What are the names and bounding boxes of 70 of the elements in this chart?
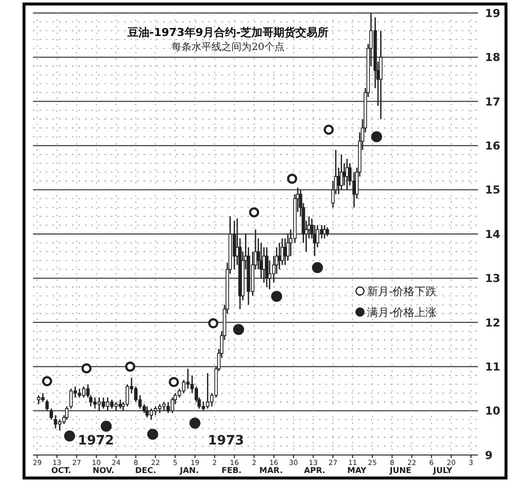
candlestick (286, 233, 290, 262)
point (42, 376, 52, 386)
y-tick-label: 10 (485, 404, 501, 418)
candlestick (58, 418, 62, 432)
text: 豆油-1973年9月合约-芝加哥期货交易所 (126, 26, 329, 39)
candlestick (150, 408, 153, 420)
candlestick (278, 242, 282, 270)
point (208, 318, 218, 328)
y-tick-label: 15 (485, 184, 500, 197)
point (233, 324, 244, 335)
x2-tick-label: MAY (347, 466, 367, 475)
candlestick (232, 220, 236, 270)
annotation: 1972 (78, 434, 114, 449)
point (81, 363, 92, 374)
x2-tick-label: JAN. (178, 466, 199, 475)
point (147, 428, 158, 440)
y-tick-label: 19 (485, 6, 500, 20)
y-tick-label: 14 (485, 228, 501, 241)
candlestick (280, 238, 284, 266)
x2-tick-label: JULY (432, 466, 453, 475)
point (312, 262, 323, 274)
annotation: 1973 (208, 434, 244, 449)
point (189, 418, 200, 429)
x2-tick-label: MAR. (259, 466, 283, 475)
y-tick-label: 13 (485, 272, 500, 286)
point (248, 207, 260, 218)
x2-tick-label: NOV. (92, 466, 114, 475)
candlestick (97, 396, 101, 412)
candlestick (65, 406, 68, 420)
point (168, 376, 179, 388)
candlestick (93, 396, 97, 410)
candlestick (134, 386, 138, 403)
legend-label: 新月-价格下跌 (367, 284, 437, 298)
candlestick (262, 246, 266, 284)
candlestick (126, 384, 130, 408)
legend-label: 满月-价格上涨 (367, 306, 437, 319)
candlestick (166, 401, 170, 414)
candlestick (69, 388, 73, 410)
x2-tick-label: APR. (304, 466, 326, 475)
candlestick (170, 396, 174, 414)
candlestick (106, 396, 110, 412)
candlestick (340, 154, 344, 190)
candlestick (379, 30, 383, 120)
y-tick-label: 18 (485, 51, 500, 64)
point (324, 124, 334, 135)
candlestick (186, 368, 190, 390)
point (64, 430, 76, 442)
point (271, 290, 282, 302)
y-tick-label: 12 (485, 316, 500, 330)
candlestick (145, 406, 149, 418)
point (100, 420, 112, 432)
y-tick-label: 11 (485, 360, 500, 374)
candlestick (206, 372, 210, 410)
point (125, 362, 136, 372)
candlestick (265, 246, 268, 288)
y-tick-label: 16 (485, 139, 501, 152)
text: 每条水平线之间为20个点 (172, 41, 284, 53)
candlestick (54, 414, 58, 430)
point (287, 174, 298, 184)
candlestick (320, 224, 324, 240)
y-tick-label: 9 (485, 448, 493, 462)
y-tick-label: 17 (485, 95, 500, 108)
x2-tick-label: JUNE (388, 466, 412, 475)
candlestick (102, 396, 106, 410)
point (371, 131, 382, 142)
candlestick (182, 379, 186, 394)
x2-tick-label: OCT. (51, 466, 72, 475)
x2-tick-label: FEB. (222, 466, 242, 475)
x2-tick-label: DEC. (135, 466, 156, 475)
candlestick (82, 386, 86, 398)
